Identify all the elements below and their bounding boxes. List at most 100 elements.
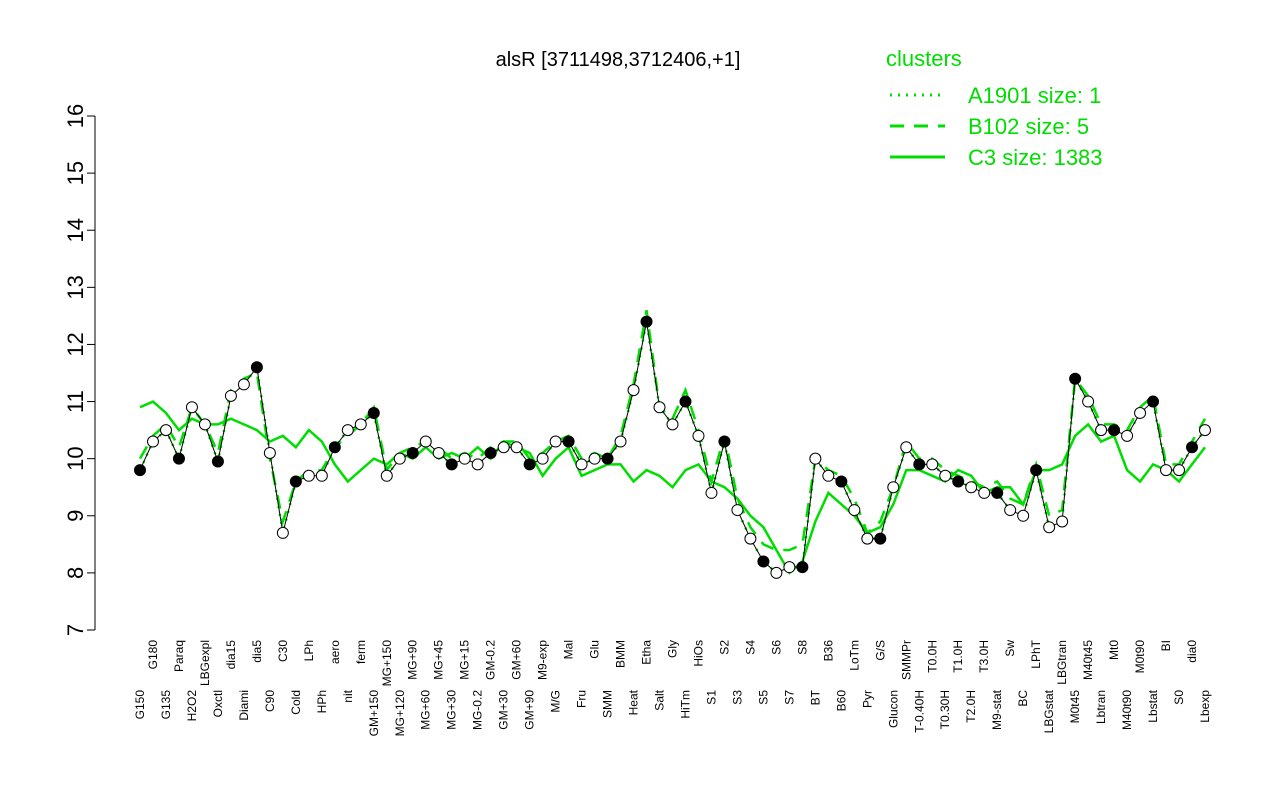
y-tick-label: 8 [63,567,88,579]
data-point [458,452,471,465]
x-tick-label: Gly [666,640,680,658]
data-point [562,435,575,448]
x-tick-label: M0t90 [1133,640,1147,674]
x-tick-label: Pyr [860,690,874,708]
data-point [835,475,848,488]
x-tick-label: LBGtran [1055,640,1069,685]
value-line [139,321,1206,574]
y-tick-label: 13 [63,275,88,299]
x-tick-label: M9-stat [990,689,1004,730]
x-tick-label: MG+150 [380,640,394,687]
data-point [432,446,445,459]
x-tick-label: S4 [743,640,757,655]
x-tick-label: MG+90 [406,640,420,680]
data-point [926,458,939,471]
x-tick-label: Glu [588,640,602,659]
x-tick-label: S3 [730,690,744,705]
data-point [614,435,627,448]
legend-title: clusters [886,46,962,71]
x-tick-label: LBGstat [1042,689,1056,733]
data-point [484,446,497,459]
x-tick-label: BMM [614,640,628,668]
x-tick-label: G150 [133,690,147,720]
data-point [328,441,341,454]
data-point [1147,395,1160,408]
data-point [744,532,757,545]
data-point [146,435,159,448]
x-tick-label: SMM [601,690,615,718]
data-point [1082,395,1095,408]
data-point [263,446,276,459]
x-tick-label: S5 [756,690,770,705]
x-tick-label: nit [341,689,355,702]
x-tick-label: BC [1016,690,1030,707]
data-point [1056,515,1069,528]
x-tick-label: Mt0 [1107,640,1121,660]
x-tick-label: S1 [704,690,718,705]
x-tick-label: T-0.40H [912,690,926,733]
x-tick-label: M40t90 [1120,690,1134,730]
x-tick-label: Cold [289,690,303,715]
x-tick-label: BI [1159,640,1173,651]
data-point [1134,406,1147,419]
data-point [848,504,861,517]
data-point [939,469,952,482]
x-tick-label: G/S [873,640,887,661]
x-tick-label: T0.0H [925,640,939,673]
x-tick-label: H2O2 [185,690,199,722]
data-point [575,458,588,471]
data-point [991,486,1004,499]
x-tick-label: GM+30 [497,690,511,730]
data-point [497,441,510,454]
x-tick-label: M9-exp [536,640,550,680]
x-tick-label: MG-0.2 [471,690,485,730]
x-tick-label: S7 [782,690,796,705]
data-point [289,475,302,488]
data-point [523,458,536,471]
data-point [185,401,198,414]
x-tick-label: Heat [627,689,641,715]
x-tick-label: LBGexpl [198,640,212,686]
x-tick-label: HPh [315,690,329,713]
x-tick-label: MG+120 [393,690,407,737]
x-tick-label: Sw [1003,640,1017,657]
data-point [731,504,744,517]
x-tick-label: Paraq [172,640,186,672]
x-tick-label: MG+60 [419,690,433,730]
data-point [887,481,900,494]
x-tick-label: S0 [1172,690,1186,705]
x-tick-label: dia5 [250,640,264,663]
data-point [666,418,679,431]
data-point [1173,464,1186,477]
data-point [783,561,796,574]
data-point [679,395,692,408]
data-point [419,435,432,448]
x-tick-label: BT [808,689,822,705]
data-point [354,418,367,431]
x-tick-label: SMMPr [899,640,913,680]
x-tick-label: Diami [237,690,251,721]
x-tick-label: Mal [562,640,576,659]
x-tick-label: Oxctl [211,690,225,717]
data-point [536,452,549,465]
data-point [1069,372,1082,385]
x-tick-label: MG+30 [445,690,459,730]
x-tick-label: aero [328,640,342,664]
data-point [341,424,354,437]
chart-title: alsR [3711498,3712406,+1] [496,49,741,71]
x-tick-label: B36 [821,640,835,662]
data-point [1004,504,1017,517]
data-point [1030,464,1043,477]
x-tick-label: M40t45 [1081,640,1095,680]
x-tick-label: S2 [717,640,731,655]
data-point [134,464,146,477]
data-point [627,384,640,397]
x-tick-label: M/G [549,690,563,713]
x-tick-label: LoTm [847,640,861,671]
y-tick-label: 16 [63,104,88,128]
legend-label: B102 size: 5 [968,114,1089,139]
data-point [874,532,887,545]
x-tick-label: GM-0.2 [484,640,498,680]
x-tick-label: dia0 [1185,640,1199,663]
